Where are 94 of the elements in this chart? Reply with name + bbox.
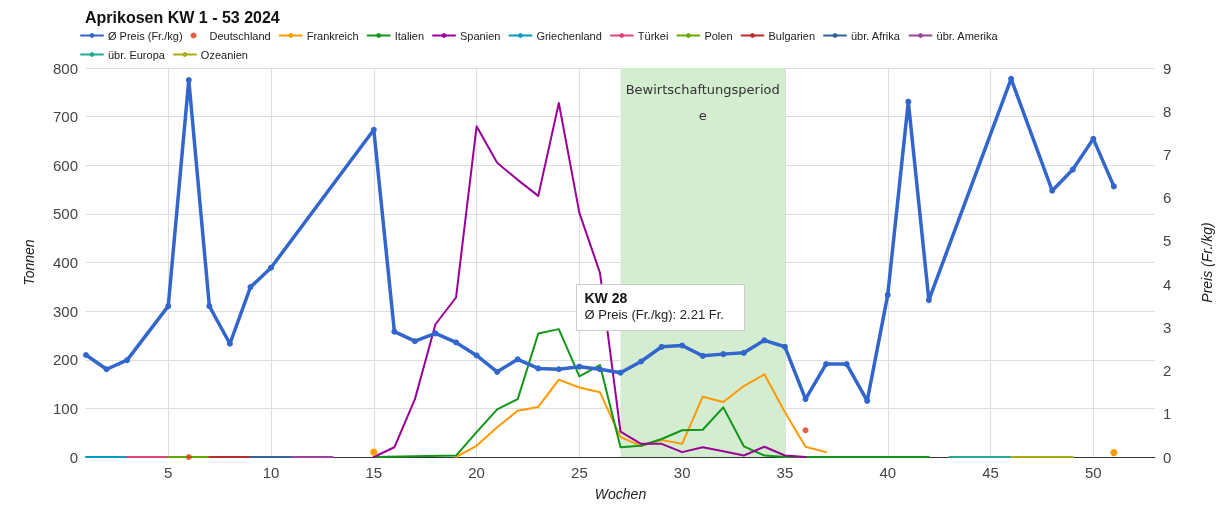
y-tick-label: 700 <box>52 108 78 126</box>
point <box>370 448 378 456</box>
point <box>370 126 377 133</box>
y-tick-label: 100 <box>52 399 78 417</box>
point <box>494 368 501 375</box>
y2-tick-label: 2 <box>1163 362 1172 380</box>
x-tick-label: 40 <box>879 464 897 481</box>
point <box>761 337 768 344</box>
point <box>617 369 624 376</box>
legend-label: Ø Preis (Fr./kg) <box>108 29 183 42</box>
point <box>740 349 747 356</box>
point <box>884 291 891 298</box>
point <box>247 284 254 291</box>
legend-label: Italien <box>394 29 425 42</box>
y2-tick-label: 6 <box>1163 189 1172 207</box>
y2-axis-title: Preis (Fr./kg) <box>1199 222 1215 303</box>
y-axis-title: Tonnen <box>21 239 37 286</box>
point <box>1110 449 1118 457</box>
legend-label: Bulgarien <box>768 29 815 42</box>
point <box>679 342 686 349</box>
point <box>1069 166 1076 173</box>
point <box>596 366 603 373</box>
legend-label: übr. Amerika <box>936 29 999 42</box>
point <box>699 352 706 359</box>
annotation: KW 28 Ø Preis (Fr./kg): 2.21 Fr. <box>584 289 724 322</box>
legend-label: Spanien <box>460 29 501 42</box>
point <box>638 358 645 365</box>
legend-label: Frankreich <box>306 29 359 42</box>
point <box>843 361 850 368</box>
x-tick-label: 5 <box>164 464 173 481</box>
point <box>802 427 809 434</box>
legend-label: Polen <box>704 29 733 42</box>
point <box>658 343 665 350</box>
point <box>905 98 912 105</box>
point <box>1110 183 1117 190</box>
point <box>268 264 275 271</box>
y2-tick-label: 9 <box>1163 59 1172 77</box>
point <box>535 365 542 372</box>
y2-tick-label: 7 <box>1163 145 1172 163</box>
x-tick-label: 45 <box>982 464 999 481</box>
point <box>781 343 788 350</box>
point <box>802 396 809 403</box>
point <box>124 357 131 364</box>
legend-label: Deutschland <box>209 29 271 42</box>
point <box>720 351 727 358</box>
legend-label: übr. Europa <box>108 48 166 61</box>
x-tick-label: 20 <box>468 464 485 481</box>
point <box>823 361 830 368</box>
y-tick-label: 300 <box>52 302 78 320</box>
x-tick-label: 35 <box>776 464 794 481</box>
line-series <box>372 328 930 458</box>
x-tick-label: 25 <box>571 464 588 481</box>
point <box>411 338 418 345</box>
point <box>185 454 192 460</box>
point <box>103 366 110 373</box>
point <box>1090 135 1097 142</box>
legend-label: übr. Afrika <box>851 29 901 42</box>
y-tick-label: 800 <box>52 59 78 77</box>
point <box>453 339 460 346</box>
y2-tick-label: 8 <box>1163 102 1172 120</box>
point <box>206 303 213 310</box>
y-tick-label: 200 <box>52 351 78 369</box>
x-axis-title: Wochen <box>594 486 647 502</box>
y2-tick-label: 1 <box>1163 405 1172 423</box>
band-label: Bewirtschaftungsperiode <box>625 81 780 123</box>
y-tick-label: 400 <box>52 254 78 271</box>
legend-label: Griechenland <box>536 29 602 42</box>
y2-tick-label: 0 <box>1163 448 1172 466</box>
y-tick-label: 500 <box>52 205 78 223</box>
y2-tick-label: 4 <box>1163 275 1172 293</box>
x-tick-label: 50 <box>1084 464 1102 481</box>
x-tick-label: 15 <box>365 464 383 481</box>
y-tick-label: 0 <box>69 448 78 466</box>
point <box>391 328 398 335</box>
point <box>1008 75 1015 82</box>
point <box>432 330 439 337</box>
legend-label: Türkei <box>637 29 669 42</box>
y2-tick-label: 3 <box>1163 318 1172 336</box>
x-tick-label: 10 <box>262 464 280 481</box>
y-tick-label: 600 <box>52 156 78 174</box>
legend-label: Ozeanien <box>200 48 248 61</box>
point <box>576 363 583 370</box>
point <box>165 303 172 310</box>
point <box>185 77 192 84</box>
line-series <box>372 102 807 458</box>
point <box>925 297 932 304</box>
point <box>83 352 89 358</box>
y2-tick-label: 5 <box>1163 232 1172 250</box>
point <box>514 356 521 363</box>
x-tick-label: 30 <box>673 464 691 481</box>
point <box>555 366 562 373</box>
chart-title: Aprikosen KW 1 - 53 2024 <box>85 8 280 26</box>
point <box>473 352 480 359</box>
point <box>864 397 871 404</box>
